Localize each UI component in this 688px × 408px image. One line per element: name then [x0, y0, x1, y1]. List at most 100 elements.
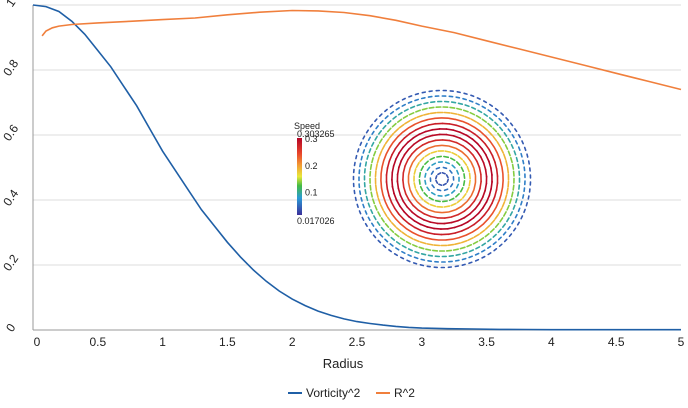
velocity-glyph: [385, 202, 388, 208]
velocity-glyph: [470, 201, 474, 206]
velocity-glyph: [413, 206, 418, 211]
velocity-glyph: [442, 145, 448, 146]
velocity-glyph: [377, 192, 378, 197]
grid-lines: [33, 5, 681, 330]
velocity-glyphs: [354, 91, 531, 268]
velocity-glyph: [505, 239, 507, 241]
velocity-glyph: [429, 210, 435, 212]
velocity-glyph: [448, 233, 455, 234]
velocity-glyph: [424, 214, 431, 217]
velocity-glyph: [419, 247, 424, 248]
velocity-glyph: [504, 124, 506, 127]
velocity-glyph: [501, 113, 503, 115]
velocity-glyph: [414, 183, 415, 188]
velocity-glyph: [516, 215, 518, 218]
velocity-glyph: [396, 102, 399, 104]
velocity-glyph: [376, 185, 377, 191]
velocity-glyph: [443, 212, 449, 213]
velocity-glyph: [499, 119, 501, 121]
velocity-glyph: [422, 92, 425, 93]
velocity-glyph: [382, 218, 385, 222]
velocity-glyph: [388, 208, 391, 213]
velocity-glyph: [363, 150, 364, 153]
velocity-glyph: [368, 217, 370, 220]
velocity-glyph: [398, 132, 403, 136]
velocity-glyph: [463, 121, 469, 124]
velocity-glyph: [503, 224, 505, 227]
velocity-glyph: [524, 210, 525, 213]
velocity-glyph: [380, 139, 382, 143]
velocity-glyph: [458, 115, 463, 117]
velocity-glyph: [405, 121, 410, 124]
velocity-glyph: [404, 219, 409, 224]
velocity-glyph: [404, 212, 409, 217]
velocity-glyph: [457, 109, 462, 110]
velocity-glyph: [495, 214, 498, 219]
velocity-glyph: [369, 149, 370, 153]
velocity-glyph: [409, 224, 415, 228]
velocity-glyph: [437, 156, 441, 157]
velocity-glyph: [491, 229, 494, 232]
velocity-glyph: [380, 114, 382, 116]
velocity-glyph: [415, 122, 421, 125]
velocity-glyph: [374, 151, 376, 155]
velocity-glyph: [462, 228, 468, 231]
velocity-glyph: [409, 96, 412, 97]
velocity-glyph: [456, 148, 461, 151]
velocity-glyph: [455, 231, 462, 233]
velocity-glyph: [382, 145, 385, 150]
velocity-glyph: [471, 190, 474, 196]
velocity-glyph: [464, 110, 468, 112]
velocity-glyph: [506, 118, 508, 120]
velocity-glyph: [491, 220, 495, 224]
velocity-glyph: [496, 224, 499, 228]
velocity-glyph: [478, 224, 483, 228]
velocity-glyph: [452, 153, 457, 155]
velocity-glyph: [470, 173, 471, 178]
velocity-glyph: [390, 105, 392, 107]
velocity-glyph: [507, 206, 509, 210]
legend-label: R^2: [394, 386, 415, 400]
velocity-glyph: [482, 250, 485, 252]
velocity-glyph: [418, 216, 425, 220]
velocity-glyph: [427, 187, 429, 190]
velocity-glyph: [456, 260, 459, 261]
velocity-glyph: [461, 167, 463, 171]
velocity-glyph: [462, 264, 465, 265]
colorbar-tick-label: 0.2: [305, 161, 318, 171]
velocity-glyph: [392, 223, 396, 227]
velocity-glyph: [475, 128, 480, 132]
y-tick-label: 0.2: [0, 252, 21, 274]
velocity-glyph: [369, 137, 371, 140]
velocity-glyph: [508, 129, 510, 132]
velocity-glyph: [407, 229, 412, 232]
velocity-glyph: [521, 202, 522, 205]
velocity-glyph: [395, 143, 399, 149]
velocity-glyph: [367, 197, 368, 201]
velocity-glyph: [453, 238, 459, 240]
velocity-glyph: [389, 155, 392, 162]
velocity-glyph: [416, 190, 419, 195]
velocity-glyph: [512, 145, 514, 149]
velocity-glyph: [457, 143, 463, 146]
velocity-glyph: [425, 154, 430, 157]
velocity-glyph: [517, 158, 518, 162]
velocity-glyph: [390, 134, 394, 138]
y-tick-label: 0.4: [0, 187, 21, 209]
velocity-glyph: [460, 247, 465, 248]
velocity-glyph: [463, 194, 466, 198]
velocity-glyph: [452, 191, 455, 194]
velocity-glyph: [500, 218, 503, 222]
velocity-glyph: [386, 233, 389, 236]
velocity-glyph: [399, 125, 403, 128]
velocity-glyph: [412, 149, 417, 154]
velocity-glyph: [381, 121, 383, 123]
velocity-glyph: [375, 137, 377, 140]
velocity-glyph: [495, 190, 497, 197]
velocity-glyph: [394, 129, 398, 133]
velocity-glyph: [469, 124, 475, 127]
velocity-glyph: [381, 181, 382, 187]
velocity-glyph: [518, 222, 520, 225]
velocity-glyph: [476, 260, 479, 261]
